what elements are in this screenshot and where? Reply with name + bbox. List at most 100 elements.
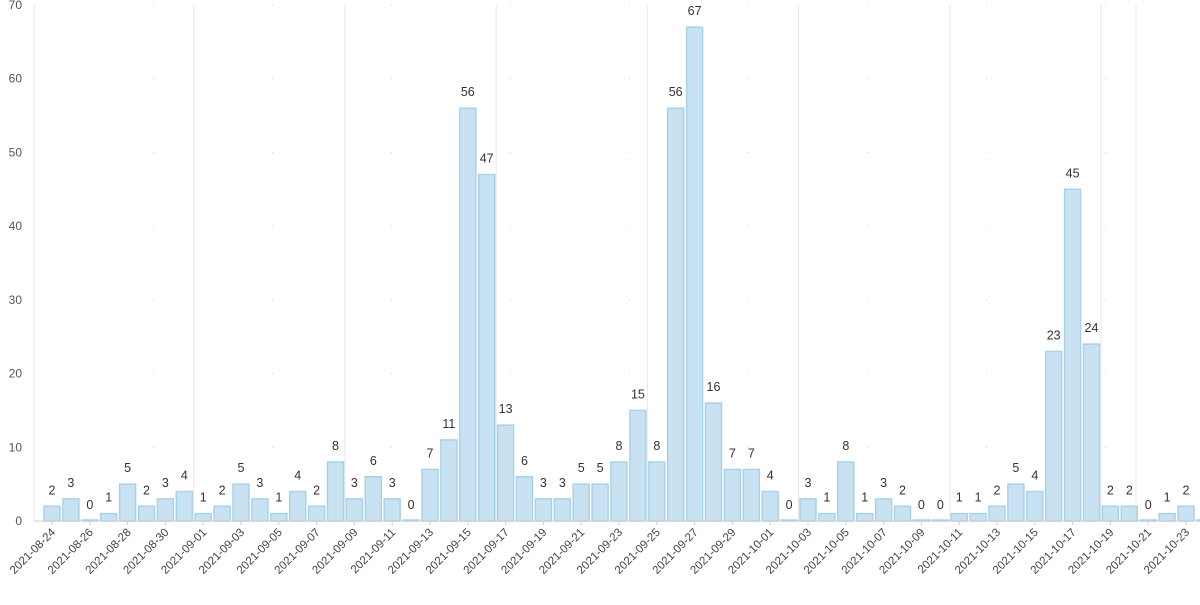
bar[interactable]: [874, 498, 893, 522]
bar-value-label: 7: [729, 446, 736, 460]
bar-value-label: 23: [1047, 328, 1061, 342]
bar-value-label: 56: [669, 85, 683, 99]
bar-value-label: 8: [842, 439, 849, 453]
bar-value-label: 15: [631, 387, 645, 401]
bar-value-label: 2: [994, 483, 1001, 497]
bar-value-label: 3: [351, 476, 358, 490]
bar[interactable]: [950, 512, 968, 522]
grid-layer: [33, 4, 1192, 521]
bar[interactable]: [62, 498, 80, 522]
y-tick-label: 50: [9, 145, 23, 159]
bar-value-label: 5: [124, 461, 131, 475]
bar-value-label: 1: [861, 491, 868, 505]
bar[interactable]: [742, 468, 761, 522]
bar[interactable]: [1101, 505, 1120, 522]
bar[interactable]: [175, 490, 194, 522]
bar[interactable]: [572, 483, 590, 522]
bar[interactable]: [383, 498, 401, 522]
bar[interactable]: [515, 476, 534, 522]
y-tick-label: 20: [9, 367, 23, 381]
bar[interactable]: [270, 512, 288, 522]
bar-value-label: 1: [956, 491, 963, 505]
bar-value-label: 24: [1085, 321, 1099, 335]
bar[interactable]: [761, 490, 779, 522]
bar[interactable]: [988, 505, 1006, 522]
bar[interactable]: [704, 402, 723, 522]
bar[interactable]: [459, 107, 477, 522]
bar-value-label: 0: [408, 498, 415, 512]
bar[interactable]: [855, 512, 874, 522]
bar[interactable]: [288, 490, 307, 522]
bar-value-label: 5: [1012, 461, 1019, 475]
bar-value-label: 0: [937, 498, 944, 512]
bar[interactable]: [364, 476, 383, 522]
y-tick-label: 70: [9, 0, 23, 12]
bar-value-label: 2: [1183, 483, 1190, 497]
bar-value-label: 3: [880, 476, 887, 490]
bar[interactable]: [629, 409, 647, 522]
bar-value-label: 67: [688, 4, 702, 18]
bar-value-label: 2: [49, 483, 56, 497]
bar[interactable]: [43, 505, 61, 522]
bar-value-label: 2: [899, 483, 906, 497]
bar-value-label: 6: [370, 454, 377, 468]
bar[interactable]: [440, 439, 458, 522]
bar-value-label: 0: [786, 498, 793, 512]
bar-value-label: 1: [200, 491, 207, 505]
bar[interactable]: [232, 483, 250, 522]
bar[interactable]: [666, 107, 685, 522]
bar-value-label: 2: [1107, 483, 1114, 497]
bar[interactable]: [648, 461, 666, 522]
y-tick-label: 30: [9, 293, 23, 307]
bar[interactable]: [1063, 188, 1082, 522]
bar[interactable]: [477, 173, 496, 522]
bar[interactable]: [1120, 505, 1139, 522]
bar-value-label: 0: [1145, 498, 1152, 512]
bar[interactable]: [1026, 490, 1044, 522]
bar-value-label: 8: [653, 439, 660, 453]
bar-value-label: 1: [105, 491, 112, 505]
bar-value-label: 11: [442, 417, 455, 431]
bar[interactable]: [799, 498, 817, 522]
bar[interactable]: [251, 498, 269, 522]
bar[interactable]: [307, 505, 326, 522]
bar[interactable]: [1177, 505, 1195, 522]
bar[interactable]: [534, 498, 553, 522]
bar[interactable]: [1158, 512, 1176, 522]
bar[interactable]: [326, 461, 345, 522]
bar[interactable]: [893, 505, 912, 522]
bar-value-label: 0: [86, 498, 93, 512]
bar-value-label: 4: [1031, 469, 1038, 483]
bar[interactable]: [818, 512, 836, 522]
bar-value-label: 1: [975, 491, 982, 505]
bar[interactable]: [723, 468, 742, 522]
bar-value-label: 8: [616, 439, 623, 453]
bar[interactable]: [194, 512, 212, 522]
bar[interactable]: [118, 483, 137, 522]
bar[interactable]: [496, 424, 515, 522]
bar[interactable]: [591, 483, 609, 522]
bar[interactable]: [156, 498, 175, 522]
bar[interactable]: [213, 505, 231, 522]
bar[interactable]: [837, 461, 855, 522]
bar[interactable]: [1196, 519, 1200, 522]
bar[interactable]: [99, 512, 118, 522]
bar[interactable]: [137, 505, 156, 522]
bar[interactable]: [1044, 350, 1063, 522]
bar[interactable]: [685, 26, 704, 522]
bar[interactable]: [421, 468, 439, 522]
bar[interactable]: [1082, 343, 1101, 522]
bar-value-label: 1: [1164, 491, 1171, 505]
bar[interactable]: [969, 512, 987, 522]
bar-value-label: 7: [748, 446, 755, 460]
bar-value-label: 5: [597, 461, 604, 475]
bar[interactable]: [553, 498, 572, 522]
bar-value-label: 2: [1126, 483, 1133, 497]
bar-value-label: 3: [540, 476, 547, 490]
bar-value-label: 4: [767, 469, 774, 483]
bar-value-label: 3: [389, 476, 396, 490]
bar[interactable]: [345, 498, 364, 522]
bar[interactable]: [610, 461, 628, 522]
bar[interactable]: [1007, 483, 1025, 522]
bar-value-label: 3: [805, 476, 812, 490]
